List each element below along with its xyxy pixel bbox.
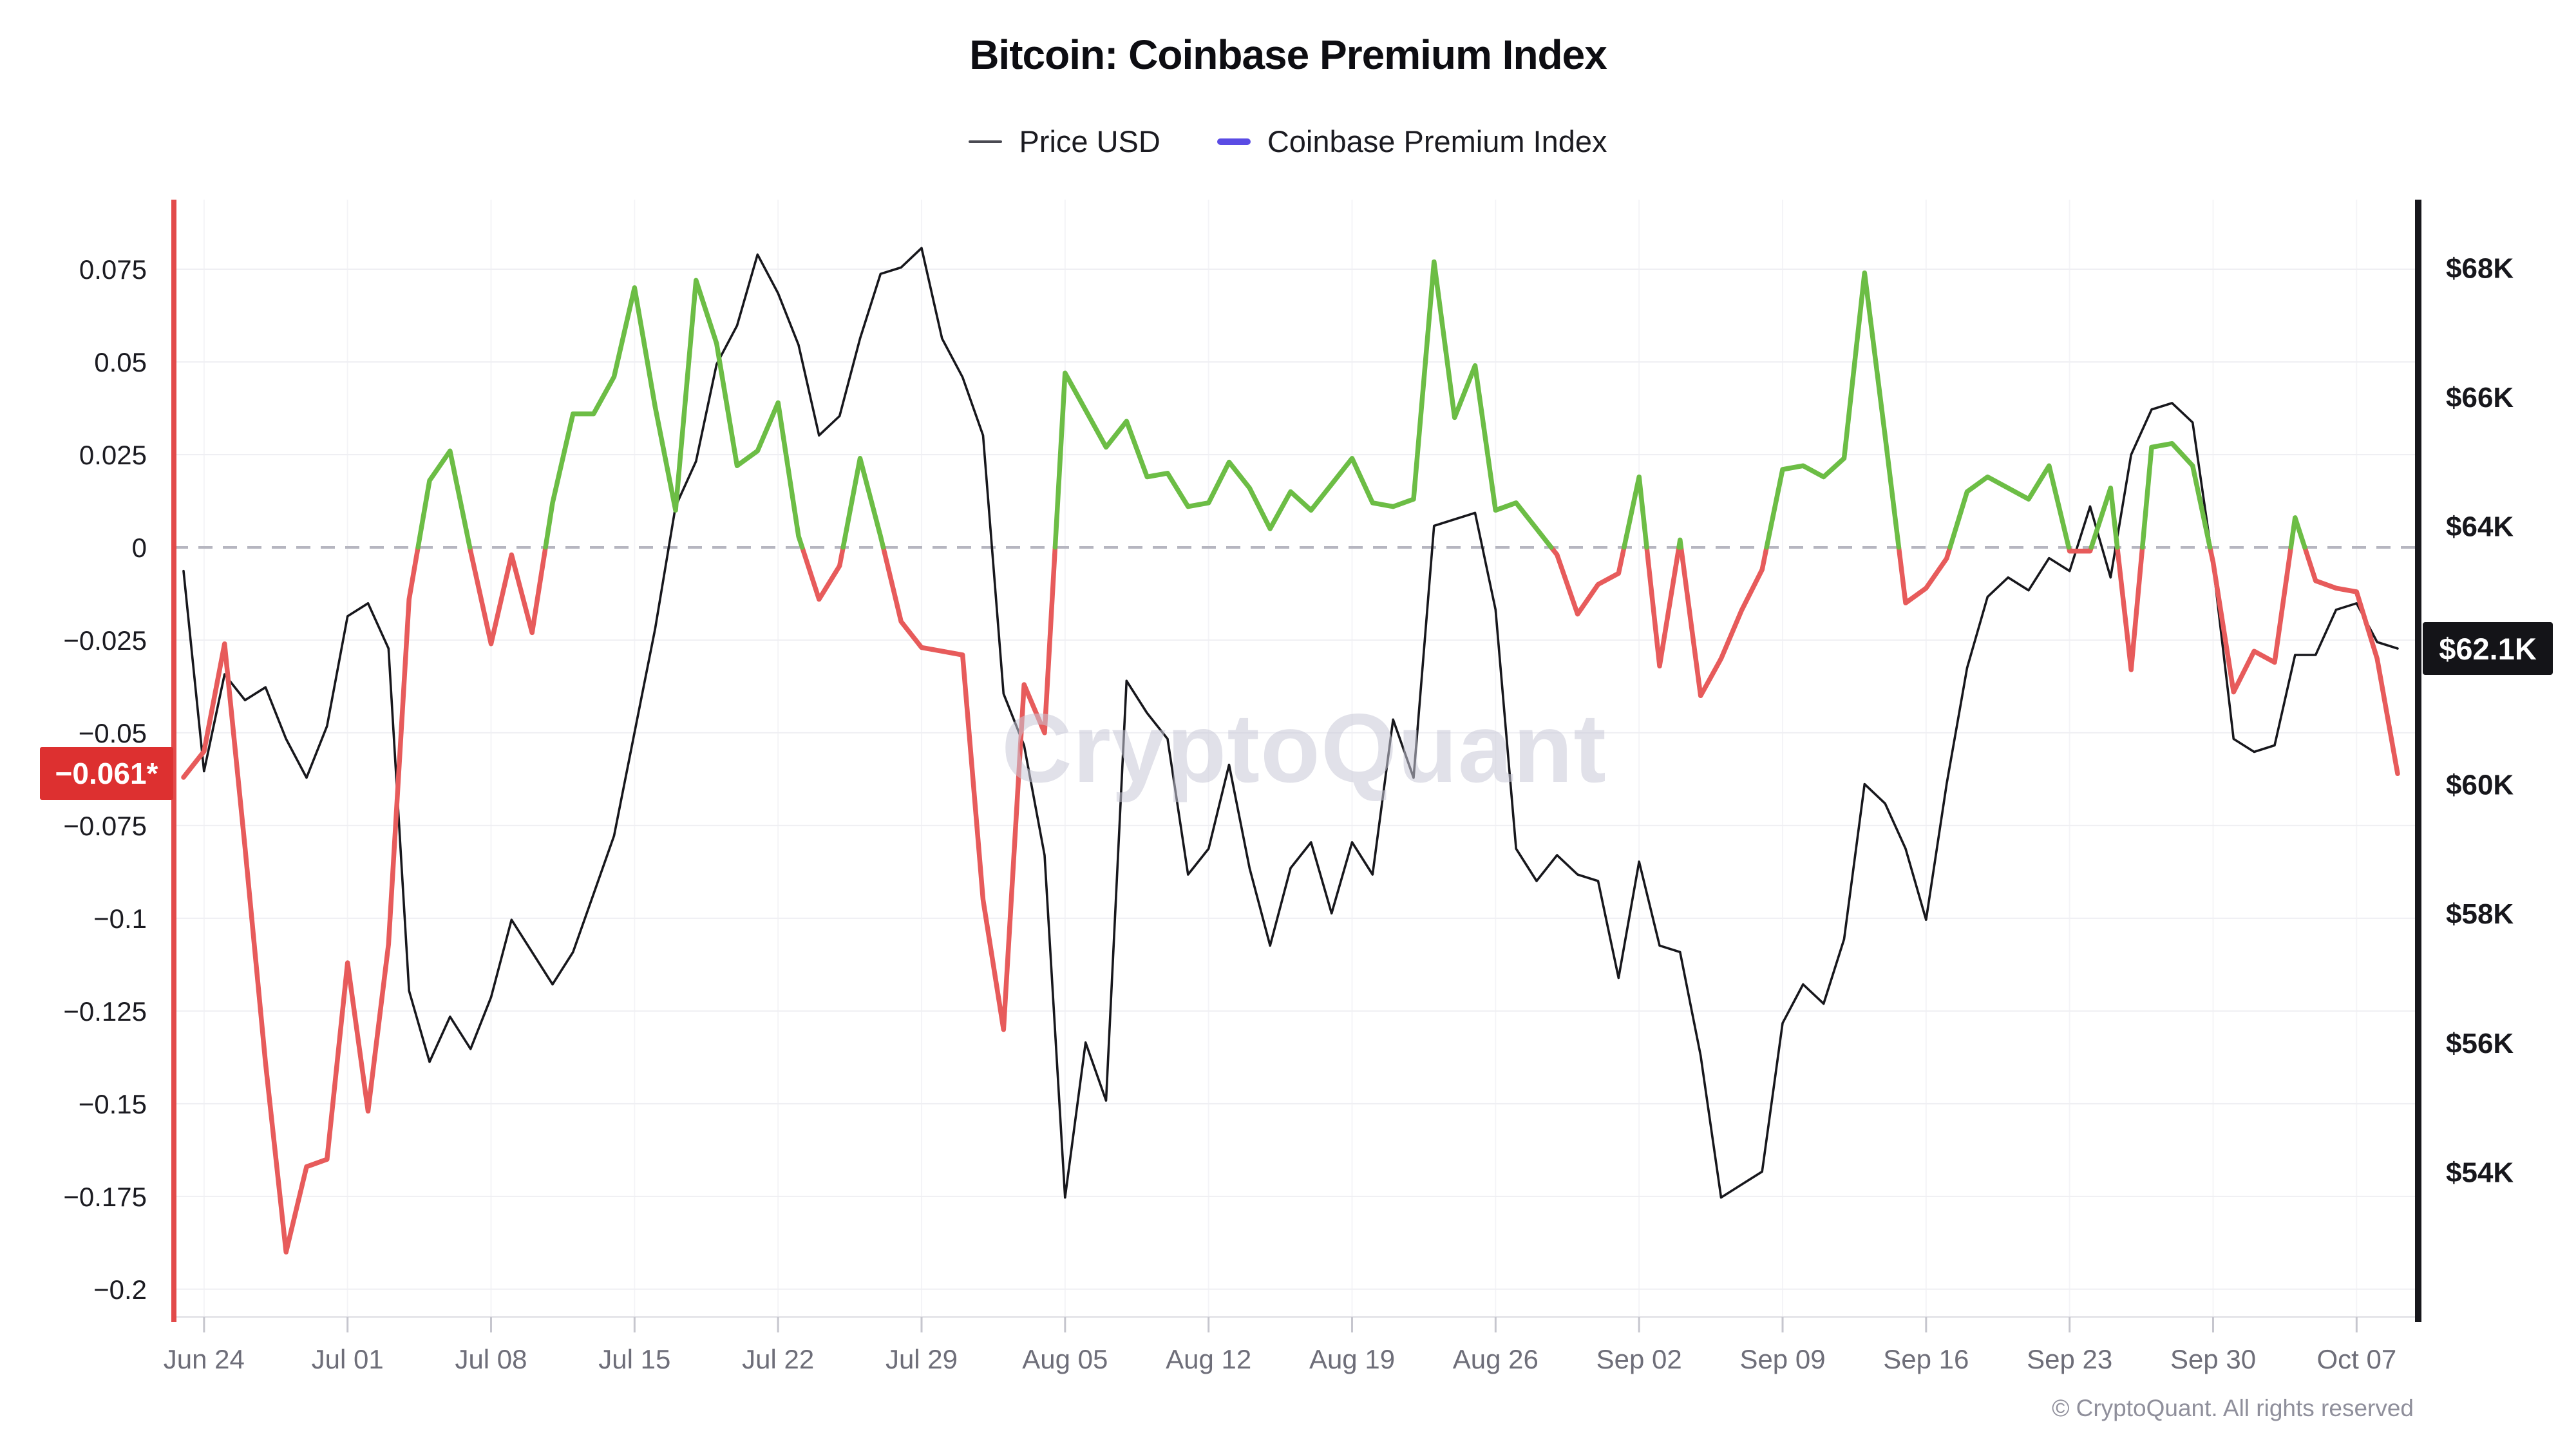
y-axis-tick-label-right: $56K: [2446, 1028, 2514, 1059]
y-axis-tick-label-right: $66K: [2446, 382, 2514, 413]
x-axis-tick-label: Aug 05: [1022, 1344, 1108, 1374]
x-axis-tick-label: Aug 26: [1453, 1344, 1539, 1374]
legend-item-premium[interactable]: Coinbase Premium Index: [1217, 124, 1607, 159]
x-axis-tick-label: Jul 29: [886, 1344, 958, 1374]
premium-line-positive[interactable]: [415, 259, 2307, 550]
x-axis-tick-label: Oct 07: [2316, 1344, 2396, 1374]
y-axis-tick-label-left: 0.05: [94, 347, 147, 377]
x-axis-tick-label: Sep 30: [2170, 1344, 2256, 1374]
y-axis-tick-label-left: −0.175: [63, 1182, 147, 1212]
y-axis-tick-label-right: $68K: [2446, 252, 2514, 284]
x-axis-tick-label: Jul 15: [598, 1344, 670, 1374]
legend-label-price: Price USD: [1019, 124, 1160, 158]
y-axis-tick-label-left: −0.1: [93, 904, 147, 934]
premium-line-negative[interactable]: [181, 545, 2400, 1255]
y-axis-tick-label-left: −0.05: [79, 718, 147, 748]
y-axis-tick-label-right: $54K: [2446, 1157, 2514, 1188]
y-axis-tick-label-left: −0.025: [63, 625, 147, 656]
x-axis-tick-label: Sep 02: [1596, 1344, 1682, 1374]
premium-current-badge: −0.061*: [40, 747, 173, 800]
y-axis-tick-label-right: $58K: [2446, 898, 2514, 930]
y-axis-tick-label-left: −0.2: [93, 1274, 147, 1305]
y-axis-tick-label-right: $60K: [2446, 770, 2514, 801]
x-axis-tick-label: Aug 12: [1166, 1344, 1251, 1374]
x-axis-tick-label: Sep 16: [1883, 1344, 1969, 1374]
x-axis-tick-label: Jul 08: [455, 1344, 527, 1374]
y-axis-tick-label-left: 0: [132, 533, 147, 563]
x-axis-tick-label: Sep 23: [2027, 1344, 2112, 1374]
price-line[interactable]: [182, 247, 2399, 1199]
y-axis-tick-label-right: $64K: [2446, 511, 2514, 542]
x-axis-tick-label: Jun 24: [164, 1344, 245, 1374]
page-title: Bitcoin: Coinbase Premium Index: [969, 32, 1607, 78]
y-axis-tick-label-left: 0.075: [79, 254, 147, 285]
copyright-text: © CryptoQuant. All rights reserved: [2052, 1395, 2414, 1421]
price-current-badge: $62.1K: [2423, 622, 2553, 675]
x-axis-tick-label: Jul 22: [742, 1344, 814, 1374]
legend-item-price[interactable]: Price USD: [969, 124, 1160, 159]
chart-legend: Price USD Coinbase Premium Index: [0, 124, 2576, 159]
x-axis-tick-label: Aug 19: [1309, 1344, 1395, 1374]
premium-line-swatch-icon: [1217, 138, 1251, 145]
legend-label-premium: Coinbase Premium Index: [1267, 124, 1607, 158]
y-axis-tick-label-left: −0.15: [79, 1089, 147, 1119]
x-axis-tick-label: Sep 09: [1739, 1344, 1825, 1374]
x-axis-tick-label: Jul 01: [312, 1344, 384, 1374]
y-axis-tick-label-left: −0.125: [63, 996, 147, 1027]
price-line-swatch-icon: [969, 140, 1003, 143]
y-axis-tick-label-left: 0.025: [79, 440, 147, 470]
y-axis-tick-label-left: −0.075: [63, 811, 147, 841]
